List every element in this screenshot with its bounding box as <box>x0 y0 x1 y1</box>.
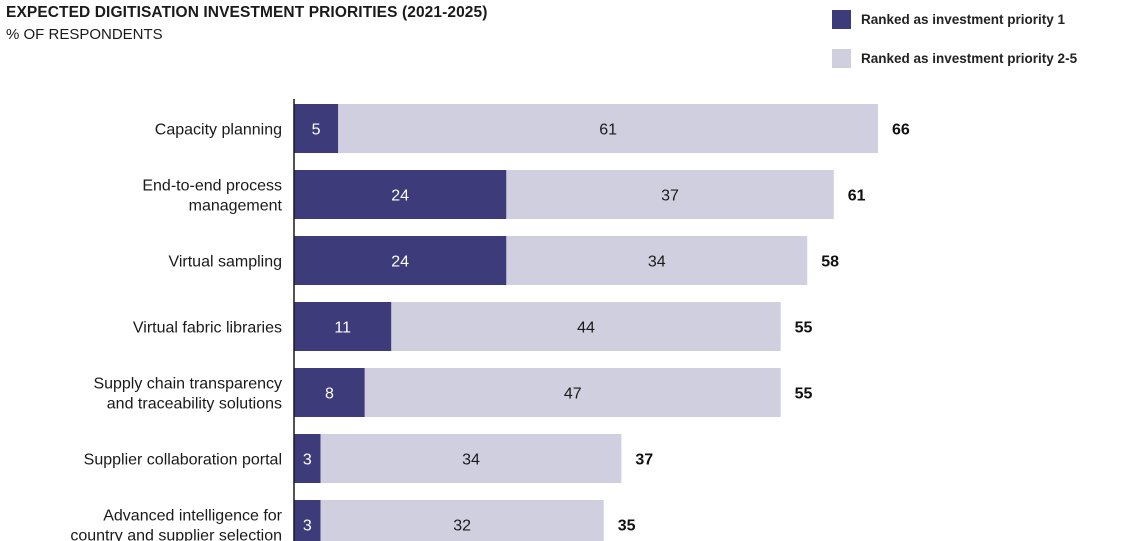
bar-segment-priority-1 <box>294 500 321 541</box>
category-label: country and supplier selection <box>70 528 282 541</box>
chart-subtitle: % OF RESPONDENTS <box>6 26 163 43</box>
bar-segment-priority-2-5 <box>364 368 781 417</box>
bar-value-label: 37 <box>661 188 679 205</box>
bar-value-label: 24 <box>391 254 409 271</box>
chart-title: EXPECTED DIGITISATION INVESTMENT PRIORIT… <box>6 4 488 21</box>
legend-swatch-priority-2-5 <box>832 49 851 68</box>
bar-segment-priority-1 <box>294 434 321 483</box>
bar-segment-priority-2-5 <box>391 302 781 351</box>
category-label: End-to-end process <box>142 178 282 195</box>
bar-total-label: 58 <box>821 254 839 271</box>
bar-value-label: 8 <box>325 386 334 403</box>
bar-total-label: 35 <box>618 518 636 535</box>
bar-value-label: 32 <box>453 518 471 535</box>
bar-segment-priority-2-5 <box>320 434 622 483</box>
bar-value-label: 61 <box>599 122 617 139</box>
category-label: Advanced intelligence for <box>103 508 282 525</box>
legend-item-priority-1: Ranked as investment priority 1 <box>832 10 1065 29</box>
category-label: management <box>189 198 283 215</box>
bar-value-label: 3 <box>303 518 312 535</box>
category-label: Supply chain transparency <box>93 376 282 393</box>
category-label: Virtual sampling <box>168 254 282 271</box>
legend-label-priority-2-5: Ranked as investment priority 2-5 <box>861 51 1078 66</box>
bar-total-label: 37 <box>635 452 653 469</box>
bar-value-label: 47 <box>564 386 582 403</box>
bar-value-label: 3 <box>303 452 312 469</box>
category-label: Capacity planning <box>155 122 282 139</box>
bar-value-label: 24 <box>391 188 409 205</box>
bar-segment-priority-1 <box>294 368 365 417</box>
bar-total-label: 55 <box>795 386 813 403</box>
bar-segment-priority-2-5 <box>320 500 604 541</box>
bar-segment-priority-2-5 <box>338 104 878 153</box>
legend-swatch-priority-1 <box>832 10 851 29</box>
bar-total-label: 61 <box>848 188 866 205</box>
bar-value-label: 34 <box>648 254 666 271</box>
legend-label-priority-1: Ranked as investment priority 1 <box>861 12 1066 27</box>
category-label: and traceability solutions <box>107 396 282 413</box>
category-label: Virtual fabric libraries <box>133 320 282 337</box>
legend-item-priority-2-5: Ranked as investment priority 2-5 <box>832 49 1077 68</box>
bar-segment-priority-2-5 <box>506 170 834 219</box>
bar-segment-priority-1 <box>294 236 507 285</box>
bar-total-label: 55 <box>795 320 813 337</box>
bar-value-label: 5 <box>312 122 321 139</box>
bar-value-label: 34 <box>462 452 480 469</box>
bar-segment-priority-2-5 <box>506 236 808 285</box>
bar-value-label: 11 <box>334 320 351 337</box>
bar-segment-priority-1 <box>294 170 507 219</box>
category-label: Supplier collaboration portal <box>84 452 282 469</box>
bar-segment-priority-1 <box>294 302 392 351</box>
bar-total-label: 66 <box>892 122 910 139</box>
bar-value-label: 44 <box>577 320 595 337</box>
bar-segment-priority-1 <box>294 104 339 153</box>
